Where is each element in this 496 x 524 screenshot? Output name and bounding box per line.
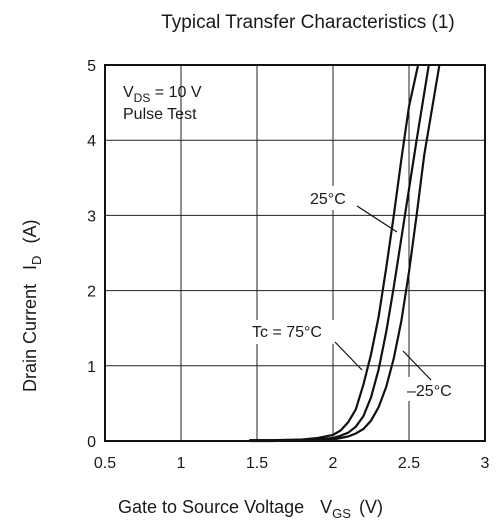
x-tick-label: 3	[481, 455, 490, 472]
annotation-minus25c-bg	[403, 377, 469, 401]
curve-series-0	[249, 64, 420, 442]
y-tick-label: 5	[87, 58, 96, 75]
curves	[249, 64, 441, 443]
curve-series-1	[249, 64, 430, 442]
y-axis-label: Drain CurrentID(A)	[20, 220, 44, 392]
x-tick-label: 1.5	[246, 455, 268, 472]
x-tick-label: 1	[177, 455, 186, 472]
curve-series-2	[249, 64, 441, 443]
y-tick-label: 0	[87, 434, 96, 451]
x-tick-label: 0.5	[94, 455, 116, 472]
condition-vds: VDS = 10 V	[123, 84, 202, 105]
leader-25c	[356, 205, 398, 233]
y-tick-label: 4	[87, 133, 96, 150]
y-tick-label: 2	[87, 284, 96, 301]
annotation-25c-bg	[306, 186, 362, 210]
leader-minus25c	[402, 350, 432, 381]
condition-pulse-test: Pulse Test	[123, 106, 197, 123]
x-tick-labels: 0.5 1 1.5 2 2.5 3	[94, 455, 490, 472]
y-tick-labels: 0 1 2 3 4 5	[87, 58, 96, 451]
x-tick-label: 2.5	[398, 455, 420, 472]
annotation-75c-bg	[248, 320, 344, 344]
annotation-25c: 25°C	[310, 191, 346, 208]
x-axis-label: Gate to Source Voltage VGS (V)	[118, 497, 383, 521]
series-annotations: 25°C Tc = 75°C –25°C	[248, 186, 469, 401]
chart-title: Typical Transfer Characteristics (1)	[161, 12, 455, 33]
annotation-75c: Tc = 75°C	[252, 324, 322, 341]
y-tick-label: 1	[87, 359, 96, 376]
y-tick-label: 3	[87, 208, 96, 225]
x-tick-label: 2	[329, 455, 338, 472]
annotation-minus25c: –25°C	[407, 383, 452, 400]
leader-75c	[334, 341, 363, 371]
grid-lines	[105, 65, 485, 441]
